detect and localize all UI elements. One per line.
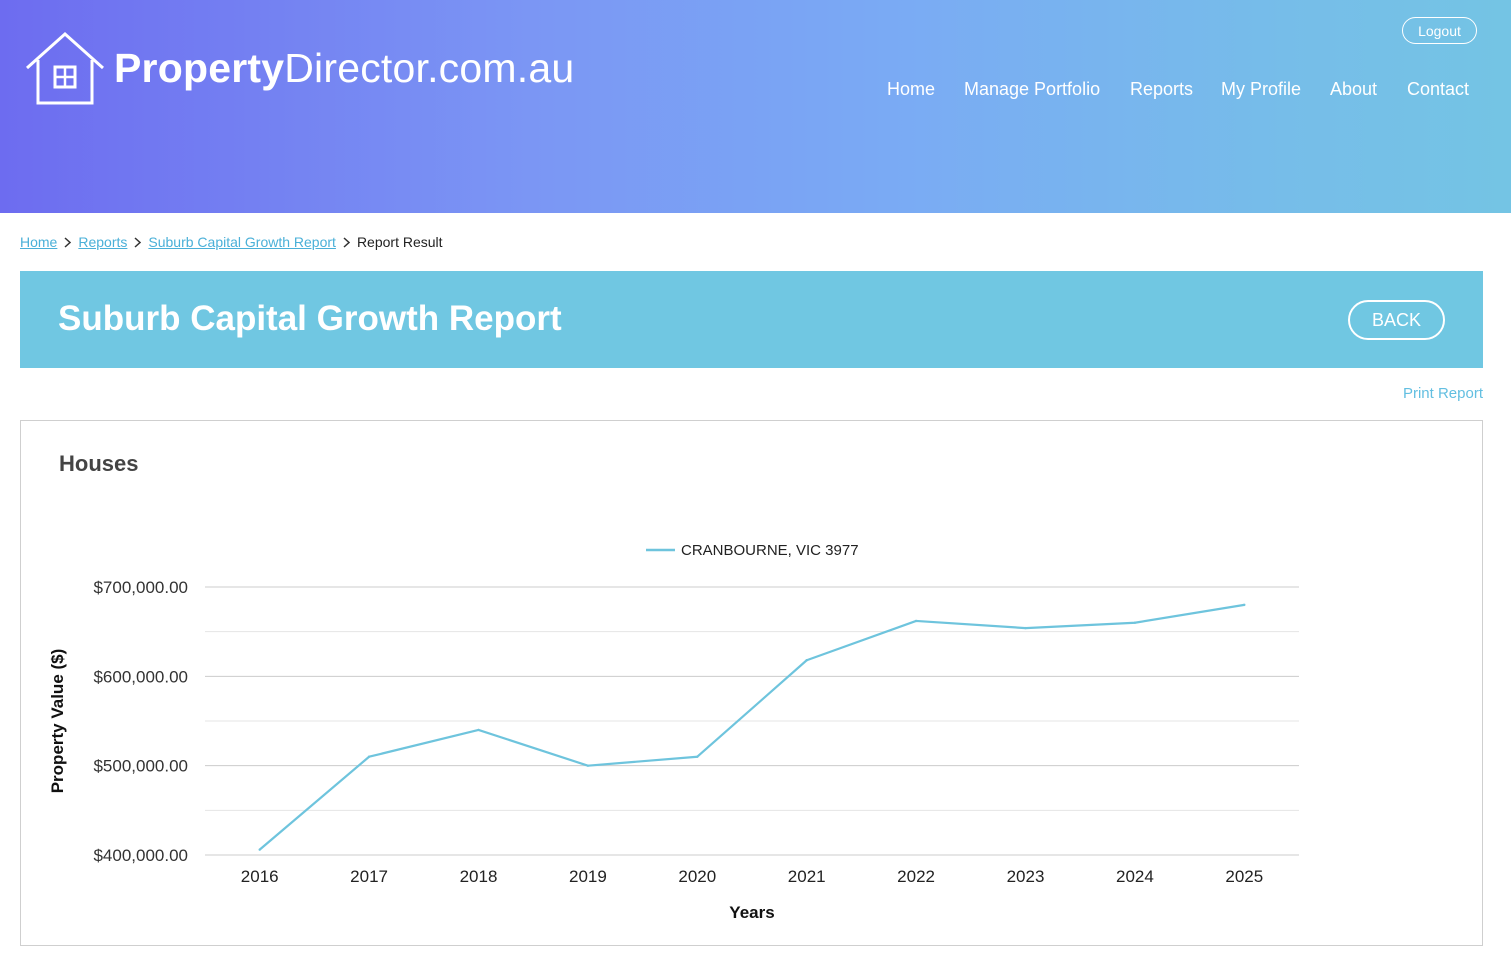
data-point — [477, 728, 480, 732]
nav-my-profile[interactable]: My Profile — [1221, 79, 1302, 99]
x-tick-label: 2017 — [350, 867, 388, 886]
y-tick-label: $400,000.00 — [93, 846, 188, 865]
y-tick-label: $500,000.00 — [93, 757, 188, 776]
site-header: PropertyDirector.com.au Logout Home Mana… — [0, 0, 1511, 213]
chart-card: Houses $400,000.00 $500,000.00 $600,000.00… — [20, 420, 1483, 946]
nav-home[interactable]: Home — [887, 79, 936, 99]
x-tick-label: 2025 — [1225, 867, 1263, 886]
chevron-right-icon — [134, 236, 142, 248]
chevron-right-icon — [64, 236, 72, 248]
page-title: Suburb Capital Growth Report — [58, 299, 562, 338]
x-tick-label: 2024 — [1116, 867, 1154, 886]
x-tick-label: 2019 — [569, 867, 607, 886]
nav-about[interactable]: About — [1330, 79, 1378, 99]
data-point — [586, 764, 590, 767]
data-point — [1133, 621, 1137, 624]
data-point — [805, 659, 808, 662]
site-logo[interactable]: PropertyDirector.com.au — [24, 30, 574, 106]
house-logo-icon — [25, 31, 105, 105]
report-banner: Suburb Capital Growth Report BACK — [20, 271, 1483, 368]
y-tick-label: $700,000.00 — [93, 578, 188, 597]
breadcrumb-home[interactable]: Home — [20, 234, 58, 250]
chevron-right-icon — [343, 236, 350, 248]
data-point — [367, 755, 371, 758]
data-point — [696, 755, 699, 758]
back-button[interactable]: BACK — [1348, 300, 1445, 340]
chart-heading: Houses — [59, 451, 139, 476]
x-tick-label: 2022 — [897, 867, 935, 886]
x-tick-label: 2021 — [788, 867, 826, 886]
print-report-link[interactable]: Print Report — [1402, 385, 1483, 402]
x-axis-title: Years — [729, 903, 774, 922]
breadcrumb-current: Report Result — [356, 234, 443, 250]
x-tick-label: 2023 — [1007, 867, 1045, 886]
y-axis-title: Property Value ($) — [48, 649, 67, 794]
main-nav: Home Manage Portfolio Reports My Profile… — [0, 79, 1511, 103]
x-tick-label: 2016 — [241, 867, 279, 886]
growth-line-chart: $400,000.00 $500,000.00 $600,000.00 $700,00… — [48, 542, 1299, 922]
breadcrumb-reports[interactable]: Reports — [78, 234, 128, 250]
legend-label: CRANBOURNE, VIC 3977 — [681, 542, 859, 559]
data-point — [1243, 603, 1246, 607]
breadcrumb-suburb-report[interactable]: Suburb Capital Growth Report — [148, 234, 336, 250]
nav-contact[interactable]: Contact — [1407, 79, 1470, 99]
data-point — [258, 848, 261, 851]
nav-manage-portfolio[interactable]: Manage Portfolio — [964, 79, 1101, 99]
x-tick-label: 2020 — [678, 867, 716, 886]
y-tick-label: $600,000.00 — [93, 667, 188, 686]
breadcrumb: Home Reports Suburb Capital Growth Repor… — [20, 234, 443, 250]
logout-button[interactable]: Logout — [1402, 17, 1477, 44]
nav-reports[interactable]: Reports — [1130, 79, 1194, 99]
data-point — [1024, 626, 1027, 630]
data-point — [914, 619, 918, 623]
x-tick-label: 2018 — [460, 867, 498, 886]
brand-name: PropertyDirector.com.au — [114, 44, 575, 91]
series-line — [258, 603, 1245, 851]
